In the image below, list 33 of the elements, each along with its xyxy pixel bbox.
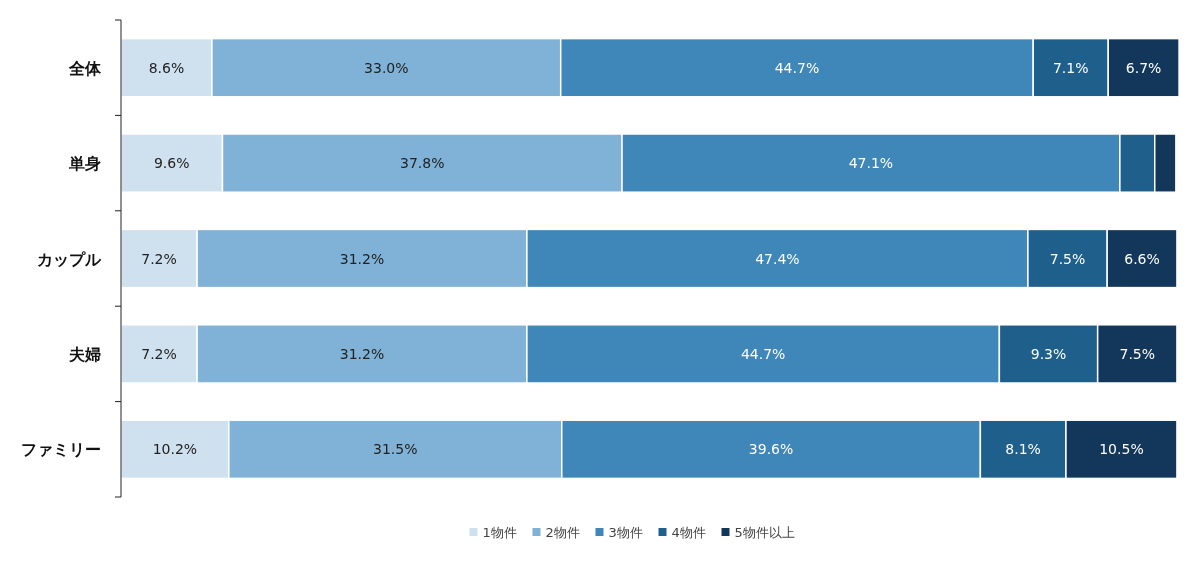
legend-label: 1物件 [482,525,517,540]
legend-label: 2物件 [545,525,580,540]
legend-label: 5物件以上 [734,525,795,540]
data-label: 7.5% [1049,250,1086,267]
y-tick-label: ファミリー [21,440,101,460]
data-label: 39.6% [748,441,794,458]
legend-label: 4物件 [671,525,706,540]
data-label: 44.7% [740,345,786,362]
data-label: 31.2% [339,345,385,362]
data-label: 7.2% [141,250,177,267]
data-label: 33.0% [364,59,409,76]
data-label: 37.8% [400,155,445,172]
y-tick-label: カップル [37,249,102,269]
data-label: 7.1% [1052,59,1089,76]
y-tick-label: 全体 [68,58,102,78]
data-label: 31.5% [373,441,418,458]
data-label: 8.1% [1005,441,1041,458]
data-label: 7.2% [141,345,177,362]
data-label: 47.4% [755,250,800,267]
legend-label: 3物件 [608,525,643,540]
data-label: 7.5% [1119,345,1156,362]
y-tick-label: 夫婦 [68,344,101,364]
data-label: 9.3% [1030,345,1067,362]
data-label: 9.6% [153,155,190,172]
data-label: 10.2% [152,441,198,458]
data-label: 8.6% [148,59,185,76]
data-label: 10.5% [1099,441,1144,458]
data-label: 44.7% [774,59,820,76]
data-label: 6.7% [1125,59,1162,76]
data-label: 6.6% [1124,250,1160,267]
data-label: 31.2% [339,250,385,267]
y-tick-label: 単身 [68,154,101,174]
data-label: 47.1% [848,155,894,172]
